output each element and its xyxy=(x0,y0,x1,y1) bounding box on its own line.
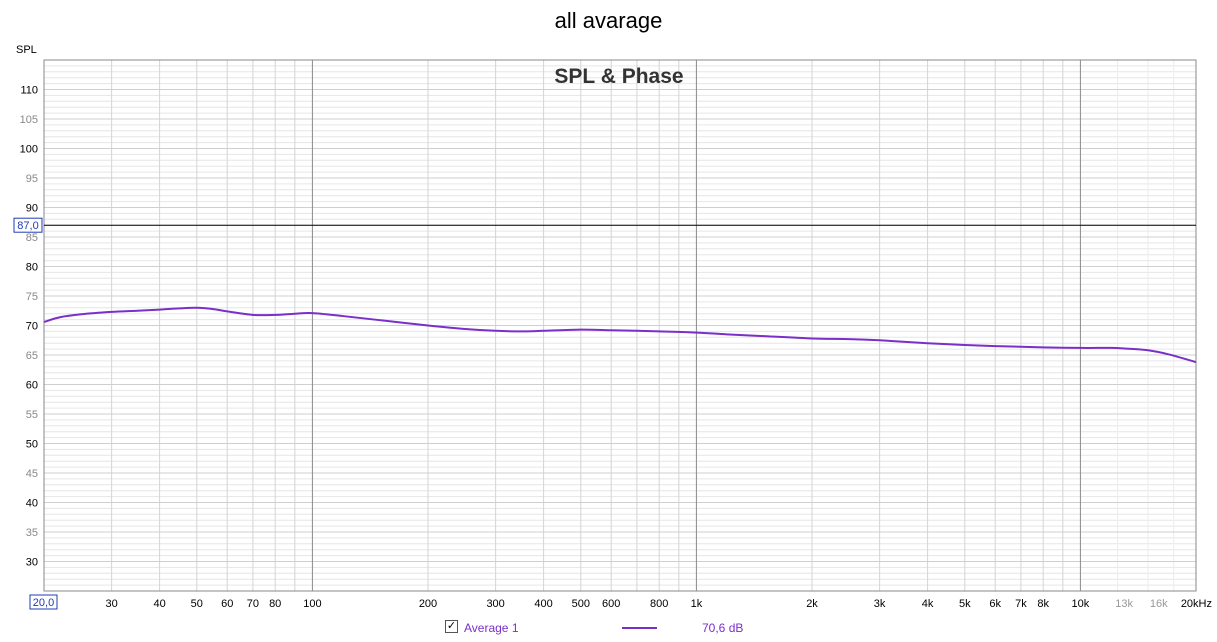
x-tick-labels: 20,0 30 40 50 60 70 80 100 200 300 400 500 600 800 1k 2… xyxy=(29,594,1212,610)
x-cursor-box xyxy=(29,594,58,610)
y-tick-label: 80 xyxy=(26,262,38,274)
x-tick-label: 100 xyxy=(303,598,321,610)
x-tick-label: 30 xyxy=(105,598,117,610)
legend-value: 70,6 dB xyxy=(702,621,744,635)
x-tick-label: 8k xyxy=(1037,598,1049,610)
legend-swatch xyxy=(622,627,657,629)
y-tick-label: 50 xyxy=(26,439,38,451)
x-tick-label: 70 xyxy=(247,598,259,610)
x-tick-label: 20,0 xyxy=(33,597,54,609)
chart-title: SPL & Phase xyxy=(554,65,683,88)
cursor-box xyxy=(13,217,43,233)
y-tick-label: 90 xyxy=(26,203,38,215)
series-group xyxy=(43,306,1197,364)
x-tick-label: 3k xyxy=(874,598,886,610)
y-tick-label: 65 xyxy=(26,350,38,362)
x-tick-label: 500 xyxy=(572,598,590,610)
x-tick-label: 600 xyxy=(602,598,620,610)
window-title: all avarage xyxy=(554,8,663,33)
y-tick-label: 85 xyxy=(26,232,38,244)
y-tick-label: 40 xyxy=(26,498,38,510)
cursor[interactable]: 87,0 xyxy=(13,217,1196,233)
x-tick-label: 7k xyxy=(1015,598,1027,610)
x-tick-label: 6k xyxy=(989,598,1001,610)
cursor-label: 87,0 xyxy=(17,220,38,232)
y-tick-label: 45 xyxy=(26,468,38,480)
x-tick-label: 400 xyxy=(534,598,552,610)
legend-series-name[interactable]: Average 1 xyxy=(464,621,519,635)
x-tick-label: 2k xyxy=(806,598,818,610)
y-tick-label: 55 xyxy=(26,409,38,421)
x-tick-label: 800 xyxy=(650,598,668,610)
x-tick-label: 50 xyxy=(191,598,203,610)
x-tick-label: 20kHz xyxy=(1181,598,1212,610)
x-tick-label: 4k xyxy=(922,598,934,610)
y-tick-label: 35 xyxy=(26,527,38,539)
x-tick-label: 40 xyxy=(153,598,165,610)
x-tick-label: 16k xyxy=(1150,598,1168,610)
y-tick-label: 110 xyxy=(20,85,38,97)
major-grid xyxy=(44,60,1196,591)
x-tick-label: 13k xyxy=(1115,598,1133,610)
y-tick-label: 100 xyxy=(20,144,38,156)
series-line-average-1 xyxy=(43,306,1197,364)
plot-border xyxy=(43,59,1197,592)
y-tick-label: 105 xyxy=(20,114,38,126)
x-tick-label: 10k xyxy=(1072,598,1090,610)
y-tick-label: 95 xyxy=(26,173,38,185)
y-axis-label: SPL xyxy=(16,44,37,56)
legend: ✓ Average 1 70,6 dB xyxy=(0,619,1217,639)
legend-checkbox[interactable]: ✓ xyxy=(445,620,458,633)
x-tick-label: 5k xyxy=(959,598,971,610)
x-tick-label: 300 xyxy=(486,598,504,610)
x-tick-label: 80 xyxy=(269,598,281,610)
x-tick-label: 60 xyxy=(221,598,233,610)
x-tick-label: 200 xyxy=(419,598,437,610)
y-tick-label: 30 xyxy=(26,557,38,569)
y-tick-label: 75 xyxy=(26,291,38,303)
y-tick-label: 60 xyxy=(26,380,38,392)
y-tick-label: 70 xyxy=(26,321,38,333)
x-tick-label: 1k xyxy=(691,598,703,610)
y-tick-labels: 30 35 40 45 50 55 60 65 70 75 80 90 95 100 105 110 85 xyxy=(20,85,38,569)
